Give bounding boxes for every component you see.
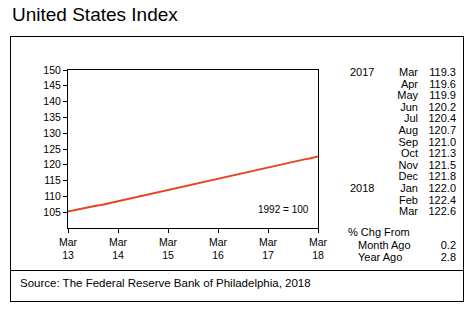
html-text:Oct: Oct [400, 147, 418, 160]
svg-text:Mar16: Mar16 [209, 236, 228, 262]
html-text:Year Ago: Year Ago [358, 251, 403, 263]
svg-text:110: 110 [44, 190, 61, 202]
html-text:121.0: 121.0 [428, 135, 456, 148]
html-text:0.2: 0.2 [440, 238, 456, 251]
svg-text:130: 130 [43, 127, 61, 139]
html-text:120.7: 120.7 [428, 124, 456, 136]
html-text:Month Ago: Month Ago [358, 238, 411, 251]
svg-text:120: 120 [43, 158, 61, 170]
svg-text:145: 145 [43, 79, 61, 91]
html-text:122.6: 122.6 [428, 205, 456, 218]
html-text:121.8: 121.8 [428, 170, 456, 183]
html-text:121.5: 121.5 [428, 158, 456, 171]
html-text:119.6: 119.6 [429, 77, 456, 90]
html-text:Jun: Jun [400, 100, 418, 113]
html-text:United States Index: United States Index [12, 4, 178, 25]
html-text:119.3: 119.3 [429, 66, 456, 78]
svg-text:115: 115 [44, 174, 61, 186]
html-text:Aug: Aug [398, 124, 418, 136]
svg-text:140: 140 [43, 95, 61, 107]
svg-text:1992 = 100: 1992 = 100 [258, 204, 309, 215]
svg-text:125: 125 [43, 143, 61, 155]
html-text:122.0: 122.0 [428, 182, 456, 194]
html-text:Apr: Apr [400, 77, 418, 90]
svg-text:Mar15: Mar15 [159, 236, 178, 262]
html-text:% Chg From: % Chg From [348, 226, 410, 238]
svg-text:Mar17: Mar17 [259, 236, 278, 262]
svg-text:Mar13: Mar13 [59, 236, 78, 262]
svg-text:150: 150 [43, 64, 61, 76]
html-text:2017: 2017 [350, 66, 375, 78]
html-text:Jul: Jul [403, 112, 418, 125]
html-text:Jan: Jan [400, 182, 418, 194]
html-text:Source: The Federal Reserve Ba: Source: The Federal Reserve Bank of Phil… [20, 277, 311, 289]
html-text:May: May [397, 89, 418, 102]
svg-text:Mar18: Mar18 [309, 236, 328, 262]
html-text:Sep: Sep [398, 135, 418, 148]
html-text:Dec: Dec [398, 170, 418, 183]
html-text:120.4: 120.4 [428, 112, 456, 125]
html-text:121.3: 121.3 [428, 147, 456, 160]
html-text:2018: 2018 [350, 182, 375, 194]
svg-text:Mar14: Mar14 [109, 236, 128, 262]
svg-text:135: 135 [43, 111, 61, 123]
html-text:2.8: 2.8 [440, 251, 456, 263]
html-text:119.9: 119.9 [429, 89, 456, 102]
html-text:120.2: 120.2 [428, 100, 456, 113]
html-text:Nov: Nov [398, 158, 418, 171]
html-text:Mar: Mar [399, 205, 418, 218]
svg-text:105: 105 [43, 206, 61, 218]
html-text:Feb: Feb [399, 193, 418, 206]
html-text:122.4: 122.4 [428, 193, 456, 206]
html-text:Mar: Mar [399, 66, 418, 78]
